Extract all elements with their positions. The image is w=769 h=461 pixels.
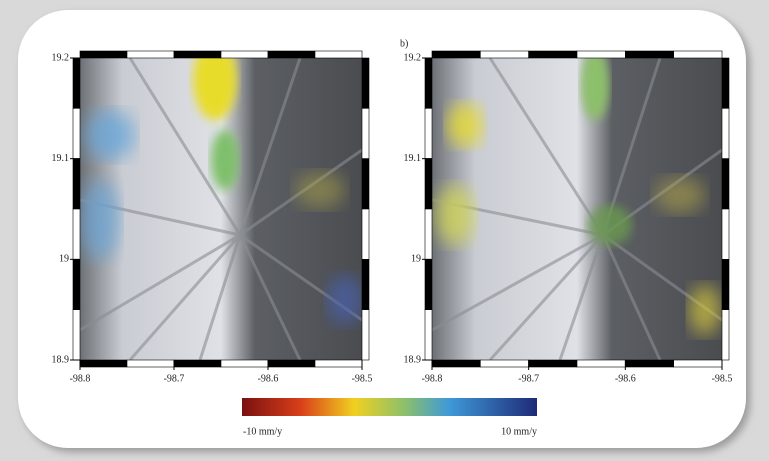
colorbar: [242, 398, 537, 416]
y-tick-label: 19.2: [52, 52, 70, 63]
x-tick-label: -98.8: [70, 373, 91, 384]
frame-segment: [577, 360, 625, 367]
frame-segment: [362, 108, 369, 158]
frame-segment: [625, 51, 673, 58]
frame-segment: [73, 259, 80, 309]
frame-segment: [577, 51, 625, 58]
map-left: [80, 40, 363, 360]
x-tick-label: -98.8: [422, 373, 443, 384]
y-tick-label: 19.2: [404, 52, 422, 63]
frame-segment: [722, 159, 729, 209]
frame-segment: [432, 360, 480, 367]
y-tick-label: 18.9: [404, 354, 422, 365]
frame-segment: [529, 51, 577, 58]
frame-segment: [529, 360, 577, 367]
frame-segment: [73, 209, 80, 259]
frame-segment: [73, 108, 80, 158]
y-tick-label: 19: [59, 254, 69, 265]
frame-segment: [362, 259, 369, 309]
frame-segment: [80, 51, 127, 58]
x-tick-label: -98.5: [352, 373, 373, 384]
frame-segment: [127, 360, 174, 367]
frame-segment: [362, 58, 369, 108]
frame-segment: [722, 310, 729, 360]
frame-segment: [315, 51, 362, 58]
frame-segment: [221, 360, 268, 367]
frame-segment: [425, 259, 432, 309]
frame-segment: [362, 209, 369, 259]
x-tick-label: -98.6: [258, 373, 279, 384]
frame-segment: [268, 360, 315, 367]
frame-segment: [221, 51, 268, 58]
y-tick-label: 18.9: [52, 354, 70, 365]
frame-segment: [425, 159, 432, 209]
frame-segment: [425, 108, 432, 158]
figure: b) -10 mm/y 10 mm/y -98.8 -98.7 -98.6 -98.5…: [0, 0, 769, 461]
x-tick-label: -98.5: [712, 373, 733, 384]
frame-segment: [174, 360, 221, 367]
frame-segment: [722, 58, 729, 108]
frame-segment: [722, 259, 729, 309]
x-tick-label: -98.6: [615, 373, 636, 384]
frame-segment: [480, 360, 528, 367]
page: b) -10 mm/y 10 mm/y -98.8 -98.7 -98.6 -98.5…: [0, 0, 769, 461]
frame-segment: [425, 209, 432, 259]
frame-segment: [480, 51, 528, 58]
y-tick-label: 19.1: [52, 153, 70, 164]
frame-segment: [268, 51, 315, 58]
frame-segment: [722, 209, 729, 259]
frame-segment: [625, 360, 673, 367]
frame-segment: [73, 310, 80, 360]
x-tick-label: -98.7: [518, 373, 539, 384]
frame-segment: [425, 310, 432, 360]
x-tick-label: -98.7: [164, 373, 185, 384]
map-right: [432, 50, 722, 360]
frame-segment: [362, 159, 369, 209]
frame-segment: [73, 58, 80, 108]
panel-label: b): [400, 38, 408, 49]
frame-segment: [315, 360, 362, 367]
frame-segment: [425, 58, 432, 108]
frame-segment: [80, 360, 127, 367]
frame-segment: [674, 360, 722, 367]
y-tick-label: 19: [411, 254, 421, 265]
frame-segment: [73, 159, 80, 209]
frame-segment: [127, 51, 174, 58]
frame-segment: [722, 108, 729, 158]
frame-segment: [362, 310, 369, 360]
frame-segment: [174, 51, 221, 58]
frame-segment: [432, 51, 480, 58]
colorbar-max-label: 10 mm/y: [501, 426, 537, 437]
colorbar-min-label: -10 mm/y: [243, 426, 282, 437]
frame-segment: [674, 51, 722, 58]
y-tick-label: 19.1: [404, 153, 422, 164]
